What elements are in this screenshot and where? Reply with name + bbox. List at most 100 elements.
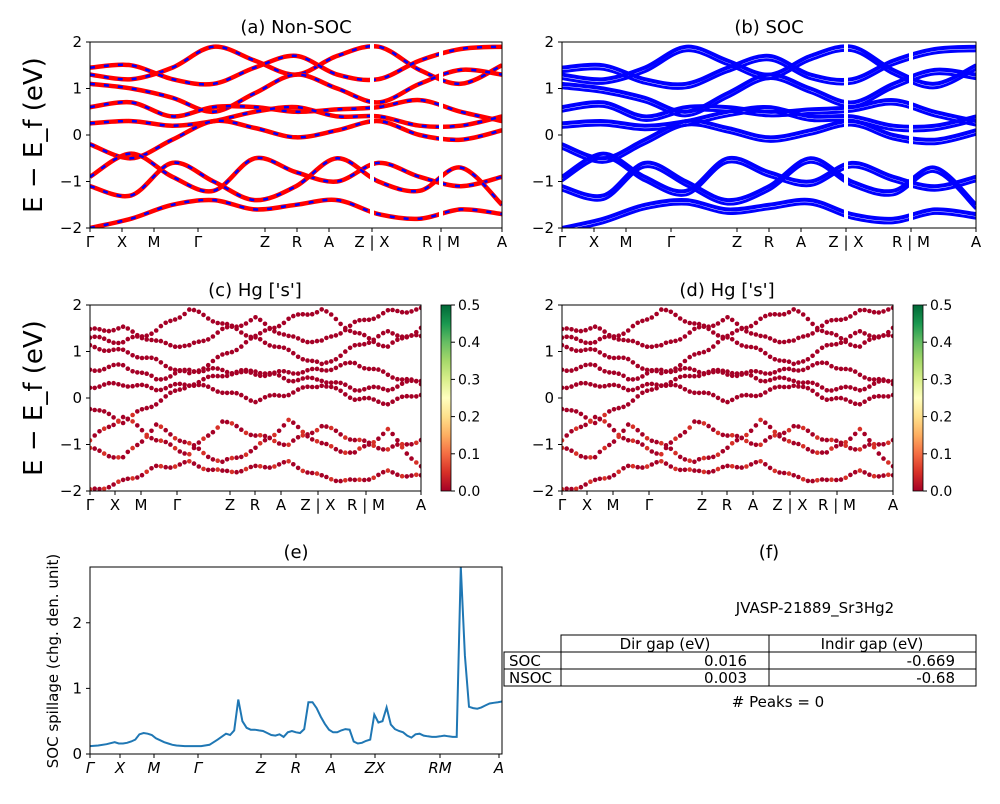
projection-dot [772, 433, 778, 438]
projection-dot [333, 316, 339, 322]
xtick-label: M [620, 233, 633, 251]
projection-dot [201, 376, 206, 382]
projection-dot [243, 430, 249, 436]
projection-dot [711, 323, 716, 329]
projection-dot [635, 320, 640, 326]
projection-dot [715, 466, 721, 472]
projection-dot [630, 387, 636, 393]
projection-dot [692, 468, 697, 473]
projection-dot [848, 399, 853, 405]
projection-dot [616, 383, 621, 389]
projection-dot [267, 325, 273, 331]
projection-dot [758, 442, 763, 448]
projection-dot [824, 330, 830, 336]
projection-dot [881, 378, 886, 384]
projection-dot [810, 380, 815, 386]
projection-dot [101, 348, 107, 354]
xtick-label: A [971, 233, 982, 251]
projection-dot [729, 441, 735, 446]
ytick-label: −2 [532, 482, 554, 500]
projection-dot [583, 340, 588, 346]
xtick-label: Γ [667, 233, 676, 251]
xtick-label: Z [225, 496, 235, 514]
projection-dot [871, 394, 877, 400]
projection-dot [805, 365, 811, 371]
projection-dot [796, 474, 801, 480]
projection-dot [838, 477, 844, 482]
xtick-label: R | M [347, 496, 385, 514]
projection-dot [385, 329, 391, 334]
projection-dot [239, 344, 244, 349]
projection-dot [644, 388, 650, 394]
projection-dot [205, 433, 211, 438]
projection-dot [824, 388, 830, 393]
projection-dot [677, 367, 683, 372]
projection-dot [819, 437, 825, 442]
band-line-soc [562, 118, 976, 161]
projection-dot [843, 316, 848, 322]
projection-dot [116, 362, 121, 367]
projection-dot [116, 340, 121, 346]
projection-dot [191, 307, 197, 313]
projection-dot [239, 454, 244, 460]
projection-dot [597, 416, 603, 422]
projection-dot [149, 435, 154, 441]
xtick-label: A [276, 496, 287, 514]
projection-dot [763, 350, 768, 356]
projection-dot [744, 464, 749, 469]
projection-dot [239, 468, 244, 474]
projection-dot [696, 390, 702, 396]
projection-dot [810, 432, 815, 437]
projection-dot [862, 386, 867, 392]
projection-dot [191, 369, 197, 374]
projection-dot [588, 455, 593, 460]
projection-dot [205, 384, 211, 390]
projection-dot [739, 370, 744, 376]
ytick-label: −2 [60, 482, 82, 500]
projection-dot [366, 317, 372, 323]
projection-dot [562, 445, 565, 451]
projection-dot [281, 460, 287, 465]
projection-dot [276, 344, 282, 350]
projection-dot [125, 384, 131, 389]
projection-dot [187, 367, 192, 373]
projection-dot [663, 307, 669, 313]
projection-dot [767, 354, 773, 360]
projection-dot [116, 479, 121, 485]
projection-dot [602, 445, 607, 451]
projection-dot [125, 366, 131, 372]
projection-dot [890, 473, 893, 478]
projection-dot [205, 337, 211, 342]
projection-dot [291, 390, 296, 395]
projection-dot [562, 385, 565, 391]
projection-dot [748, 441, 754, 446]
projection-dot [781, 430, 787, 436]
projection-dot [191, 383, 197, 389]
projection-dot [163, 464, 168, 470]
projection-dot [786, 359, 792, 365]
projection-dot [272, 432, 277, 438]
projection-dot [763, 438, 768, 443]
projection-dot [592, 454, 598, 460]
projection-dot [101, 336, 107, 342]
projection-dot [569, 448, 574, 454]
projection-dot [781, 339, 787, 345]
projection-dot [324, 384, 329, 389]
projection-dot [644, 344, 650, 350]
projection-dot [120, 324, 126, 330]
projection-dot [248, 464, 254, 470]
projection-dot [701, 421, 707, 426]
projection-dot [352, 397, 358, 403]
projection-dot [116, 419, 121, 424]
projection-dot [640, 374, 645, 379]
colorbar-tick-label: 0.1 [930, 447, 952, 463]
projection-dot [215, 373, 220, 379]
projection-dot [805, 357, 811, 362]
spillage-line [90, 567, 502, 748]
projection-dot [692, 373, 697, 379]
projection-dot [319, 423, 325, 429]
ytick-label: 1 [72, 679, 82, 697]
projection-dot [763, 420, 768, 426]
projection-dot [692, 419, 697, 424]
projection-dot [744, 325, 749, 331]
